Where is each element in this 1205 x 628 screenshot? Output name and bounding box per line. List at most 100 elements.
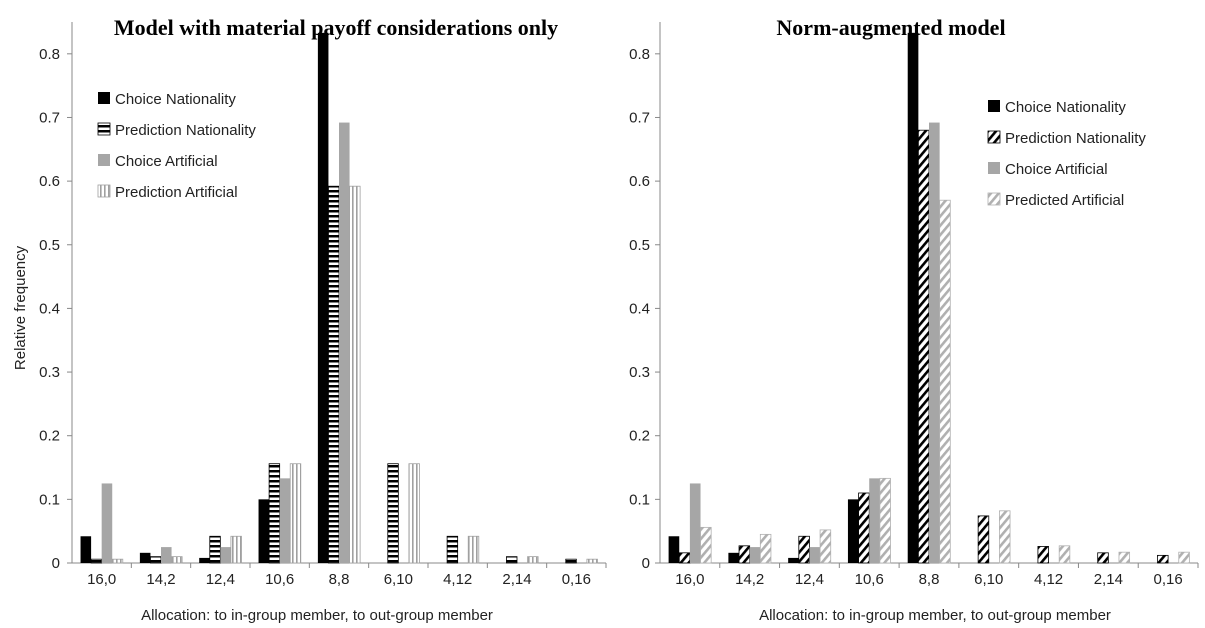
bar-choice-nationality-10-6	[258, 499, 270, 563]
bar-choice-nationality-8-8	[317, 32, 329, 563]
y-tick-label: 0.5	[39, 237, 60, 254]
bar-prediction-artificial-12-4	[230, 535, 242, 564]
y-tick-label: 0.8	[629, 46, 650, 63]
x-tick-label: 4,12	[1034, 571, 1063, 588]
legend-label: Choice Artificial	[115, 153, 218, 170]
axes-group: 0 0.1 0.2 0.3 0.4 0.5 0.6 0.7 0.8 16,0 14,2 12,4 10,…	[39, 22, 607, 588]
bar-predicted-artificial-6-10	[999, 510, 1011, 564]
legend-swatch	[988, 162, 1000, 174]
bar-predicted-artificial-10-6	[879, 477, 891, 564]
y-tick-label: 0.1	[39, 491, 60, 508]
bar-prediction-nationality-2-14	[506, 556, 518, 564]
legend-swatch	[97, 122, 111, 136]
x-tick-label: 16,0	[675, 571, 704, 588]
y-axis-label: Relative frequency	[12, 245, 29, 370]
bar-choice-nationality-16-0	[668, 536, 680, 563]
bar-choice-artificial-8-8	[929, 122, 940, 564]
bar-prediction-nationality-14-2	[150, 556, 162, 564]
y-tick-label: 0.4	[39, 300, 60, 317]
bar-choice-nationality-16-0	[80, 536, 92, 563]
x-tick-label: 12,4	[795, 571, 824, 588]
bar-prediction-nationality-4-12	[1037, 546, 1049, 564]
bars-group	[80, 32, 598, 564]
y-tick-label: 0.6	[39, 173, 60, 190]
bar-prediction-artificial-10-6	[289, 463, 302, 564]
x-tick-label: 10,6	[265, 571, 294, 588]
bar-choice-nationality-14-2	[139, 552, 151, 563]
chart-title: Model with material payoff consideration…	[114, 15, 558, 40]
bar-prediction-nationality-2-14	[1097, 552, 1109, 564]
bar-choice-artificial-10-6	[869, 478, 880, 563]
x-tick-label: 2,14	[502, 571, 531, 588]
bar-choice-artificial-10-6	[279, 478, 291, 563]
bar-prediction-nationality-4-12	[446, 535, 459, 564]
x-tick-label: 8,8	[919, 571, 940, 588]
chart-panel-norm-model: Norm-augmented model Allocation: to in-g…	[629, 15, 1199, 624]
x-tick-label: 0,16	[562, 571, 591, 588]
bar-choice-nationality-10-6	[847, 499, 859, 563]
bar-prediction-artificial-4-12	[467, 535, 480, 564]
bar-prediction-nationality-0-16	[1157, 554, 1169, 564]
x-tick-label: 6,10	[384, 571, 413, 588]
bar-predicted-artificial-4-12	[1058, 545, 1071, 564]
bar-choice-artificial-12-4	[809, 547, 821, 563]
bar-prediction-artificial-14-2	[171, 556, 183, 564]
legend-label: Choice Nationality	[1005, 99, 1126, 116]
bars-group	[668, 32, 1190, 564]
bar-prediction-nationality-8-8	[917, 129, 930, 564]
y-tick-label: 0.5	[629, 237, 650, 254]
y-tick-label: 0.3	[39, 364, 60, 381]
bar-predicted-artificial-12-4	[819, 529, 832, 564]
bar-predicted-artificial-8-8	[939, 199, 951, 564]
bar-prediction-nationality-8-8	[328, 185, 340, 564]
bar-predicted-artificial-2-14	[1118, 551, 1131, 564]
x-axis-label: Allocation: to in-group member, to out-g…	[141, 607, 493, 624]
legend-swatch	[98, 154, 110, 166]
x-tick-label: 16,0	[87, 571, 116, 588]
bar-prediction-artificial-2-14	[527, 556, 539, 564]
x-tick-label: 4,12	[443, 571, 472, 588]
bar-prediction-nationality-14-2	[738, 545, 751, 564]
bar-choice-nationality-12-4	[788, 557, 799, 563]
legend-label: Prediction Nationality	[115, 122, 256, 139]
x-tick-label: 8,8	[329, 571, 350, 588]
chart-panel-material-model: Model with material payoff consideration…	[12, 15, 607, 624]
bar-prediction-nationality-12-4	[798, 535, 810, 564]
x-tick-label: 6,10	[974, 571, 1003, 588]
bar-prediction-artificial-0-16	[586, 558, 598, 564]
y-tick-label: 0.2	[629, 428, 650, 445]
chart-title: Norm-augmented model	[776, 15, 1005, 40]
bar-prediction-nationality-6-10	[387, 463, 399, 564]
bar-choice-artificial-8-8	[339, 122, 350, 564]
legend-swatch	[987, 192, 1001, 206]
bar-choice-artificial-16-0	[689, 483, 701, 563]
bar-choice-nationality-14-2	[728, 552, 740, 563]
y-tick-label: 0.6	[629, 173, 650, 190]
legend-swatch	[987, 130, 1001, 144]
y-tick-label: 0	[642, 555, 650, 572]
bar-prediction-nationality-16-0	[678, 552, 691, 564]
legend-swatch	[97, 184, 111, 198]
bar-choice-artificial-14-2	[749, 547, 761, 563]
x-tick-label: 0,16	[1154, 571, 1183, 588]
bar-choice-nationality-8-8	[907, 32, 919, 563]
bar-prediction-nationality-10-6	[858, 492, 870, 564]
x-tick-label: 10,6	[855, 571, 884, 588]
legend-swatch	[988, 100, 1000, 112]
y-tick-label: 0.3	[629, 364, 650, 381]
legend-swatch	[98, 92, 110, 104]
bar-prediction-nationality-12-4	[209, 535, 221, 564]
bar-prediction-artificial-8-8	[349, 185, 361, 564]
legend-label: Predicted Artificial	[1005, 192, 1124, 209]
bar-choice-artificial-14-2	[161, 547, 172, 563]
bar-choice-nationality-12-4	[199, 557, 210, 563]
y-tick-label: 0.4	[629, 300, 650, 317]
legend: Choice Nationality Prediction Nationality…	[987, 99, 1146, 209]
bar-choice-artificial-16-0	[101, 483, 113, 563]
x-tick-label: 2,14	[1094, 571, 1123, 588]
y-tick-label: 0.7	[629, 109, 650, 126]
legend-label: Prediction Nationality	[1005, 130, 1146, 147]
y-tick-label: 0.2	[39, 428, 60, 445]
bar-prediction-nationality-6-10	[977, 515, 990, 564]
